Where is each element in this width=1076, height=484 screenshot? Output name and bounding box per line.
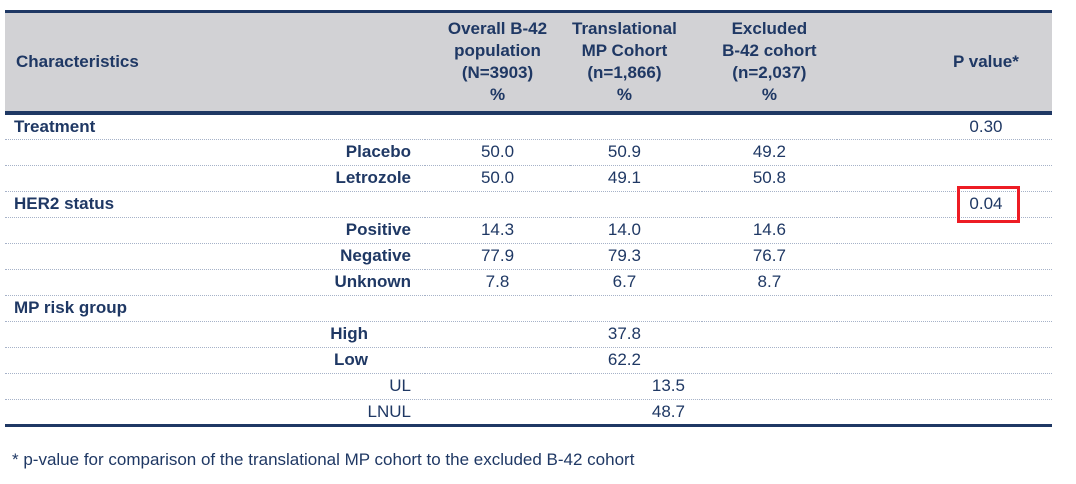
col-header-excluded-cohort: Excluded B-42 cohort (n=2,037) %	[701, 11, 837, 115]
row-label: Treatment	[5, 112, 425, 140]
p-value-highlighted: 0.04	[969, 194, 1003, 213]
col-header-overall-population: Overall B-42 population (N=3903) %	[425, 11, 570, 115]
cell-overall	[425, 191, 570, 218]
cell-p-value	[836, 217, 1052, 244]
col-header-p-value: P value*	[836, 11, 1052, 115]
cell-overall	[425, 321, 570, 348]
cell-excluded	[701, 347, 837, 374]
table-row-mp-risk-group: MP risk group	[5, 295, 1052, 322]
header-row: Characteristics Overall B-42 population …	[5, 11, 1052, 115]
cell-mp: 49.1	[570, 165, 702, 192]
row-label: Letrozole	[5, 165, 425, 192]
row-label: UL	[5, 373, 425, 400]
footnote: * p-value for comparison of the translat…	[12, 450, 635, 469]
table-row-high: High 37.8	[5, 321, 1052, 348]
cell-excluded: 8.7	[701, 269, 837, 296]
cell-excluded	[701, 112, 837, 140]
row-label: MP risk group	[5, 295, 425, 322]
cell-overall: 77.9	[425, 243, 570, 270]
cell-mp: 62.2	[570, 347, 702, 374]
table-row-ul: UL 13.5	[5, 373, 1052, 400]
cell-overall: 14.3	[425, 217, 570, 244]
characteristics-table: Characteristics Overall B-42 population …	[5, 10, 1052, 427]
table-row-letrozole: Letrozole 50.0 49.1 50.8	[5, 165, 1052, 192]
cell-merged-value: 48.7	[570, 399, 837, 426]
cell-excluded: 49.2	[701, 139, 837, 166]
row-label: Negative	[5, 243, 425, 270]
table-row-treatment: Treatment 0.30	[5, 112, 1052, 140]
cell-excluded: 50.8	[701, 165, 837, 192]
cell-overall	[425, 347, 570, 374]
cell-overall	[425, 399, 570, 426]
cell-excluded	[701, 191, 837, 218]
cell-mp: 6.7	[570, 269, 702, 296]
table-row-low: Low 62.2	[5, 347, 1052, 374]
table-row-placebo: Placebo 50.0 50.9 49.2	[5, 139, 1052, 166]
cell-mp: 14.0	[570, 217, 702, 244]
cell-mp: 50.9	[570, 139, 702, 166]
cell-p-value	[836, 373, 1052, 400]
cell-merged-value: 13.5	[570, 373, 837, 400]
table-container: Characteristics Overall B-42 population …	[5, 10, 1052, 427]
cell-excluded: 14.6	[701, 217, 837, 244]
cell-excluded	[701, 295, 837, 322]
table-row-her2-status: HER2 status 0.04	[5, 185, 1052, 223]
cell-mp: 79.3	[570, 243, 702, 270]
cell-mp: 37.8	[570, 321, 702, 348]
row-label: Low	[5, 347, 425, 374]
cell-p-value	[836, 399, 1052, 426]
row-label: Unknown	[5, 269, 425, 296]
row-label: HER2 status	[5, 191, 425, 218]
cell-p-value	[836, 139, 1052, 166]
cell-p-value	[836, 347, 1052, 374]
col-header-characteristics: Characteristics	[5, 11, 425, 115]
row-label: Positive	[5, 217, 425, 244]
cell-mp	[570, 191, 702, 218]
cell-overall	[425, 295, 570, 322]
cell-mp	[570, 295, 702, 322]
cell-p-value	[836, 269, 1052, 296]
cell-p-value	[836, 321, 1052, 348]
cell-overall: 50.0	[425, 139, 570, 166]
table-row-negative: Negative 77.9 79.3 76.7	[5, 243, 1052, 270]
cell-overall: 50.0	[425, 165, 570, 192]
cell-overall: 7.8	[425, 269, 570, 296]
cell-p-value: 0.30	[836, 112, 1052, 140]
cell-overall	[425, 373, 570, 400]
cell-p-value-her2: 0.04	[836, 185, 1052, 223]
row-label: Placebo	[5, 139, 425, 166]
cell-excluded	[701, 321, 837, 348]
table-row-unknown: Unknown 7.8 6.7 8.7	[5, 269, 1052, 296]
table-row-lnul: LNUL 48.7	[5, 399, 1052, 426]
cell-p-value	[836, 165, 1052, 192]
row-label: LNUL	[5, 399, 425, 426]
cell-mp	[570, 112, 702, 140]
cell-p-value	[836, 295, 1052, 322]
row-label: High	[5, 321, 425, 348]
cell-p-value	[836, 243, 1052, 270]
col-header-translational-mp-cohort: Translational MP Cohort (n=1,866) %	[570, 11, 702, 115]
table-row-positive: Positive 14.3 14.0 14.6	[5, 217, 1052, 244]
cell-excluded: 76.7	[701, 243, 837, 270]
cell-overall	[425, 112, 570, 140]
